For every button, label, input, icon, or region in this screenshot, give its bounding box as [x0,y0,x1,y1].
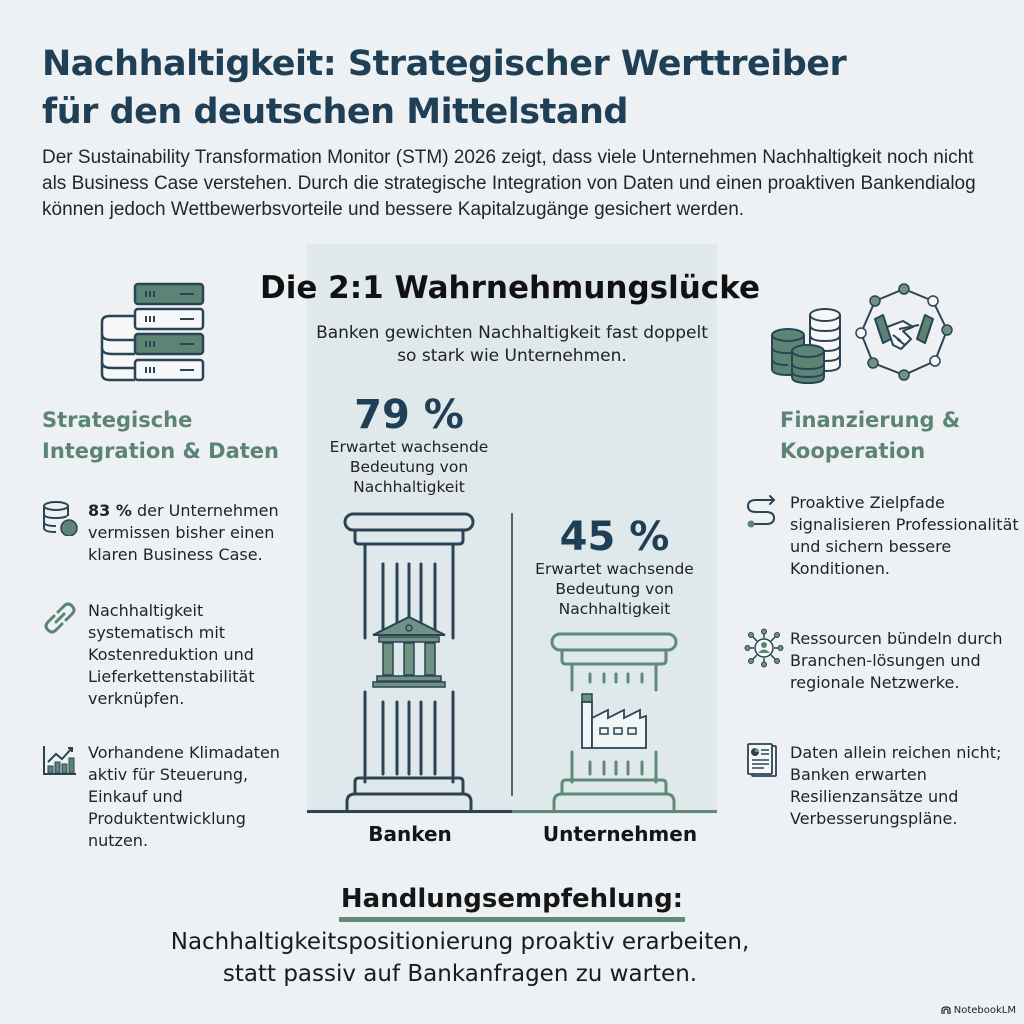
right-bullet-1-text: Proaktive Zielpfade signalisieren Profes… [790,493,1019,578]
report-document-icon [744,742,780,778]
companies-stat: 45 % Erwartet wachsende Bedeutung von Na… [522,515,707,619]
recommendation-text: Nachhaltigkeitspositionierung proaktiv e… [100,926,820,990]
handshake-network-icon [853,283,955,385]
left-section-heading: Strategische Integration & Daten [42,405,279,467]
company-pillar [550,632,682,812]
left-bullet-3: Vorhandene Klimadaten aktiv für Steuerun… [42,742,302,852]
page-title: Nachhaltigkeit: Strategischer Werttreibe… [42,40,942,136]
companies-value: 45 % [559,514,670,560]
recommendation-heading-text: Handlungsempfehlung: [338,882,686,922]
right-bullet-2: Ressourcen bündeln durch Branchen-lösung… [744,628,1024,694]
notebooklm-brand: NotebookLM [941,1005,1016,1016]
companies-label: Erwartet wachsende Bedeutung von Nachhal… [535,560,694,618]
left-bullet-1: 83 % der Unternehmen vermissen bisher ei… [42,500,302,566]
pillar-divider [511,513,513,796]
perception-gap-title: Die 2:1 Wahrnehmungslücke [260,270,760,306]
brand-label: NotebookLM [953,1005,1016,1016]
banks-stat: 79 % Erwartet wachsende Bedeutung von Na… [318,393,500,497]
companies-pillar-label: Unternehmen [542,822,698,846]
banks-label: Erwartet wachsende Bedeutung von Nachhal… [329,438,489,496]
recommendation-line-1: Nachhaltigkeitspositionierung proaktiv e… [170,929,750,955]
left-bullet-1-text: 83 % der Unternehmen vermissen bisher ei… [88,500,302,566]
coin-stacks-icon [770,305,846,385]
bank-building-icon [371,615,447,689]
notebooklm-logo-icon [941,1006,951,1015]
intro-text: Der Sustainability Transformation Monito… [42,147,976,220]
left-bullet-3-text: Vorhandene Klimadaten aktiv für Steuerun… [88,743,280,850]
title-line-1: Nachhaltigkeit: Strategischer Werttreibe… [42,44,847,84]
link-chain-icon [42,600,78,636]
left-bullet-2-text: Nachhaltigkeit systematisch mit Kostenre… [88,601,255,708]
title-line-2: für den deutschen Mittelstand [42,92,628,132]
server-database-icon [100,282,208,387]
path-arrow-icon [744,492,780,528]
right-heading-line-1: Finanzierung & [780,408,961,432]
left-heading-line-2: Integration & Daten [42,439,279,463]
companies-baseline [512,810,717,813]
banks-baseline [307,810,512,813]
left-bullet-2: Nachhaltigkeit systematisch mit Kostenre… [42,600,302,710]
right-bullet-3-text: Daten allein reichen nicht; Banken erwar… [790,743,1002,828]
right-section-heading: Finanzierung & Kooperation [780,405,960,467]
left-bullet-1-body: der Unternehmen vermissen bisher einen k… [88,501,279,564]
database-badge-icon [42,500,78,536]
bank-pillar [343,512,475,812]
right-bullet-1: Proaktive Zielpfade signalisieren Profes… [744,492,1024,580]
right-heading-line-2: Kooperation [780,439,926,463]
recommendation-heading: Handlungsempfehlung: [0,882,1024,922]
left-heading-line-1: Strategische [42,408,193,432]
bar-chart-trend-icon [42,742,78,778]
network-people-icon [744,628,784,668]
recommendation-line-2: statt passiv auf Bankanfragen zu warten. [222,961,698,987]
banks-value: 79 % [354,392,464,438]
perception-gap-subtitle: Banken gewichten Nachhaltigkeit fast dop… [316,323,708,366]
factory-icon [580,690,650,750]
stat-83-percent: 83 % [88,501,132,520]
banks-pillar-label: Banken [368,822,452,846]
right-bullet-2-text: Ressourcen bündeln durch Branchen-lösung… [790,629,1003,692]
right-bullet-3: Daten allein reichen nicht; Banken erwar… [744,742,1024,830]
